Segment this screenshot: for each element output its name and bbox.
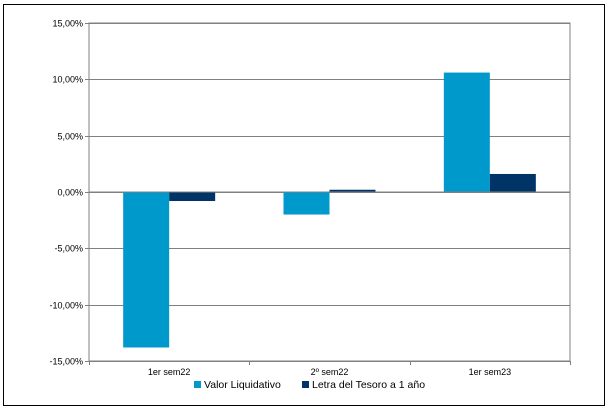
bar-letra-del-tesoro-1 bbox=[329, 189, 376, 192]
bar-valor-liquidativo-1 bbox=[283, 192, 330, 215]
y-tick-label: -15,00% bbox=[49, 357, 83, 367]
bar-chart: 15,00% 10,00% 5,00% 0,00% -5,00% -10,00% -15,0… bbox=[49, 19, 571, 391]
y-tick-label: 15,00% bbox=[52, 19, 83, 29]
y-tick-label: -10,00% bbox=[49, 301, 83, 311]
y-tick-label: 5,00% bbox=[57, 132, 83, 142]
x-category-label: 1er sem22 bbox=[148, 367, 191, 377]
y-tick-label: 0,00% bbox=[57, 188, 83, 198]
legend-label-letra-del-tesoro: Letra del Tesoro a 1 año bbox=[312, 379, 425, 391]
bar-valor-liquidativo-0 bbox=[123, 192, 170, 348]
y-tick-label: 10,00% bbox=[52, 75, 83, 85]
legend-swatch-valor-liquidativo bbox=[194, 381, 201, 388]
legend-swatch-letra-del-tesoro bbox=[302, 381, 309, 388]
x-category-label: 1er sem23 bbox=[469, 367, 512, 377]
y-tick-label: -5,00% bbox=[54, 244, 83, 254]
x-category-label: 2º sem22 bbox=[311, 367, 349, 377]
bar-letra-del-tesoro-0 bbox=[169, 192, 216, 202]
legend-label-valor-liquidativo: Valor Liquidativo bbox=[204, 379, 281, 391]
bar-letra-del-tesoro-2 bbox=[489, 173, 536, 192]
chart-frame: 15,00% 10,00% 5,00% 0,00% -5,00% -10,00% -15,0… bbox=[3, 4, 605, 406]
bar-valor-liquidativo-2 bbox=[443, 72, 490, 192]
